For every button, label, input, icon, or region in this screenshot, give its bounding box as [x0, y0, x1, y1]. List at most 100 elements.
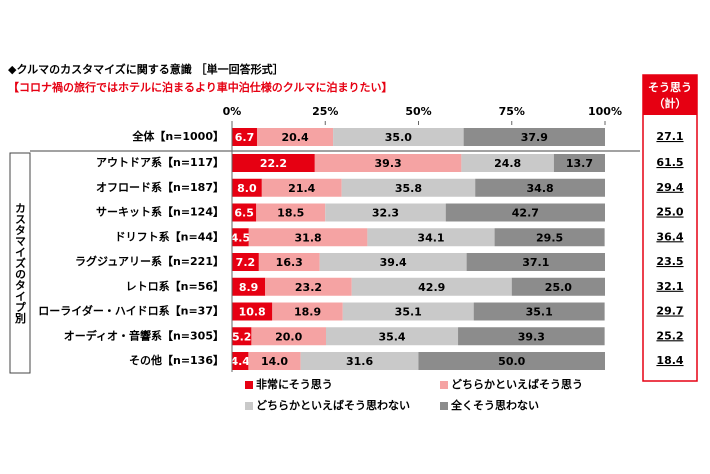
value-label: 20.4	[281, 131, 308, 144]
bar-segment	[314, 154, 462, 172]
bar-segment	[325, 203, 446, 222]
value-label: 31.8	[295, 231, 322, 244]
legend-label: どちらかといえばそう思う	[451, 377, 583, 391]
bar-segment	[258, 253, 320, 271]
bar-segment	[351, 277, 512, 296]
value-label: 39.4	[380, 256, 407, 269]
bar-segment	[466, 253, 605, 271]
bar-segment	[300, 352, 419, 370]
value-label: 25.0	[545, 281, 572, 294]
total-header-bg	[643, 75, 697, 115]
value-label: 16.3	[276, 256, 303, 269]
total-label: 29.7	[656, 305, 683, 318]
value-label: 14.0	[261, 355, 288, 368]
value-label: 8.0	[237, 182, 257, 195]
bar-segment	[232, 128, 257, 146]
category-label: アウトドア系【n=117】	[96, 155, 224, 169]
group-label: カスタマイズのタイプ別	[14, 202, 28, 324]
bar-segment	[463, 128, 605, 146]
total-label: 23.5	[656, 255, 683, 268]
value-label: 35.0	[385, 131, 412, 144]
bar-segment	[256, 128, 334, 146]
legend-swatch	[245, 402, 253, 410]
bar-segment	[367, 228, 495, 247]
total-label: 18.4	[656, 354, 683, 367]
legend-swatch	[245, 381, 253, 389]
value-label: 29.5	[536, 231, 563, 244]
value-label: 34.1	[417, 231, 444, 244]
bar-segment	[232, 327, 252, 346]
bar-segment	[256, 203, 326, 222]
total-label: 27.1	[656, 130, 683, 143]
value-label: 18.5	[277, 207, 304, 220]
value-label: 24.8	[494, 157, 521, 170]
x-tick-label: 75%	[499, 105, 525, 118]
bar-segment	[251, 327, 326, 346]
value-label: 4.5	[231, 231, 251, 244]
bar-segment	[261, 178, 342, 197]
x-tick-label: 50%	[405, 105, 431, 118]
chart-subtitle: 【コロナ禍の旅行ではホテルに泊まるより車中泊仕様のクルマに泊まりたい】	[8, 80, 392, 94]
bar-segment	[272, 302, 343, 321]
value-label: 37.1	[522, 256, 549, 269]
total-label: 25.0	[656, 206, 683, 219]
chart-title: ◆クルマのカスタマイズに関する意識 ［単一回答形式］	[8, 62, 284, 76]
legend-swatch	[440, 381, 448, 389]
value-label: 6.7	[235, 131, 255, 144]
bar-segment	[333, 128, 464, 146]
bar-segment	[232, 154, 315, 172]
legend-label: どちらかといえばそう思わない	[256, 398, 410, 412]
x-tick-label: 0%	[223, 105, 242, 118]
bar-segment	[342, 302, 474, 321]
bar-segment	[248, 228, 368, 247]
bar-segment	[553, 154, 605, 172]
total-label: 29.4	[656, 181, 683, 194]
value-label: 42.7	[512, 207, 539, 220]
value-label: 39.3	[375, 157, 402, 170]
x-tick-label: 100%	[588, 105, 622, 118]
category-label: オフロード系【n=187】	[96, 180, 224, 194]
category-label: レトロ系【n=56】	[126, 279, 224, 293]
bar-segment	[494, 228, 605, 247]
value-label: 13.7	[566, 157, 593, 170]
value-label: 4.4	[230, 355, 250, 368]
bar-segment	[232, 352, 249, 370]
value-label: 18.9	[294, 306, 321, 319]
bar-segment	[475, 178, 605, 197]
value-label: 35.1	[526, 306, 553, 319]
bar-segment	[511, 277, 605, 296]
value-label: 23.2	[295, 281, 322, 294]
value-label: 20.0	[275, 330, 302, 343]
value-label: 5.2	[232, 330, 252, 343]
bar-segment	[418, 352, 605, 370]
bar-segment	[319, 253, 467, 271]
category-label: ローライダー・ハイドロ系【n=37】	[38, 304, 224, 318]
total-header: （計）	[654, 96, 687, 110]
value-label: 21.4	[288, 182, 315, 195]
category-label: オーディオ・音響系【n=305】	[64, 328, 224, 342]
value-label: 37.9	[521, 131, 548, 144]
legend-label: 非常にそう思う	[256, 377, 333, 391]
legend-label: 全くそう思わない	[450, 398, 539, 412]
category-label: その他【n=136】	[129, 353, 224, 367]
bar-segment	[461, 154, 554, 172]
bar-segment	[265, 277, 352, 296]
value-label: 35.1	[395, 306, 422, 319]
bar-segment	[325, 327, 459, 346]
value-label: 10.8	[239, 306, 266, 319]
x-tick-label: 25%	[312, 105, 338, 118]
category-label: ラグジュアリー系【n=221】	[75, 254, 224, 268]
value-label: 34.8	[527, 182, 554, 195]
value-label: 31.6	[346, 355, 373, 368]
total-header: そう思う	[648, 81, 692, 94]
category-label: ドリフト系【n=44】	[115, 229, 224, 243]
value-label: 35.8	[395, 182, 422, 195]
category-label: サーキット系【n=124】	[96, 205, 224, 219]
total-label: 61.5	[656, 156, 683, 169]
bar-segment	[232, 253, 259, 271]
bar-segment	[232, 203, 257, 222]
group-bracket	[9, 152, 31, 374]
value-label: 8.9	[239, 281, 259, 294]
value-label: 39.3	[518, 330, 545, 343]
